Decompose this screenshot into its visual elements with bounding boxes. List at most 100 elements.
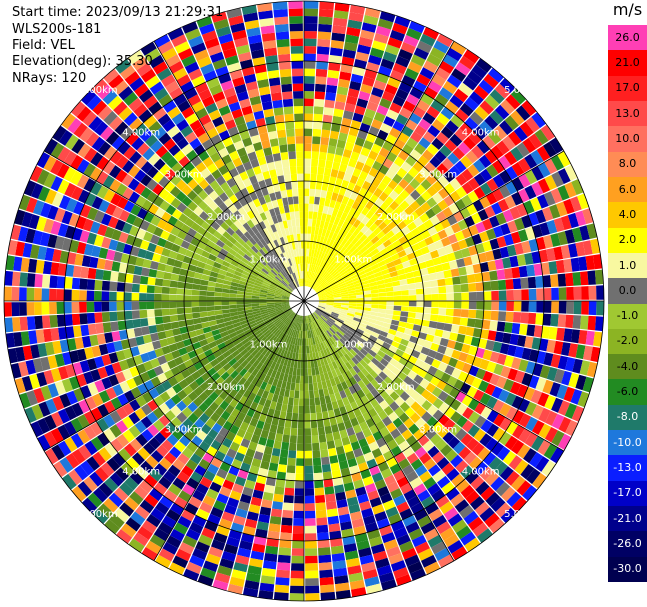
- velocity-gate: [65, 264, 75, 277]
- velocity-gate: [102, 322, 112, 333]
- velocity-gate: [588, 301, 597, 316]
- velocity-gate: [447, 375, 458, 387]
- velocity-gate: [310, 264, 314, 272]
- velocity-gate: [427, 365, 438, 376]
- velocity-gate: [570, 389, 583, 405]
- velocity-gate: [365, 240, 374, 249]
- velocity-gate: [70, 433, 84, 449]
- velocity-gate: [570, 196, 582, 212]
- velocity-gate: [141, 326, 150, 336]
- velocity-gate: [383, 354, 393, 363]
- velocity-gate: [570, 329, 580, 344]
- velocity-gate: [455, 460, 469, 474]
- velocity-gate: [231, 278, 240, 284]
- velocity-gate: [288, 442, 297, 451]
- velocity-gate: [430, 286, 439, 294]
- velocity-gate: [372, 504, 385, 515]
- velocity-gate: [348, 305, 357, 309]
- velocity-gate: [57, 263, 67, 276]
- velocity-gate: [373, 404, 384, 414]
- velocity-gate: [315, 351, 320, 360]
- velocity-gate: [543, 301, 552, 313]
- velocity-gate: [437, 345, 447, 355]
- velocity-gate: [358, 322, 367, 329]
- velocity-gate: [492, 427, 506, 442]
- velocity-gate: [250, 496, 262, 507]
- velocity-gate: [471, 442, 485, 456]
- velocity-gate: [564, 229, 576, 244]
- velocity-gate: [304, 473, 314, 481]
- velocity-gate: [317, 381, 323, 390]
- velocity-gate: [444, 365, 455, 376]
- velocity-gate: [518, 173, 531, 188]
- velocity-gate: [450, 454, 464, 468]
- velocity-gate: [116, 301, 125, 311]
- velocity-gate: [442, 383, 454, 395]
- velocity-gate: [431, 293, 439, 301]
- velocity-gate: [502, 332, 512, 344]
- velocity-gate: [323, 167, 332, 177]
- velocity-gate: [414, 417, 426, 429]
- colorbar-segment: [608, 480, 647, 507]
- velocity-gate: [370, 311, 379, 317]
- velocity-gate: [239, 493, 252, 504]
- velocity-gate: [163, 222, 174, 233]
- velocity-gate: [229, 285, 238, 291]
- velocity-gate: [266, 274, 274, 281]
- velocity-gate: [199, 23, 215, 35]
- velocity-gate: [543, 352, 554, 366]
- velocity-gate: [193, 317, 202, 325]
- velocity-gate: [272, 152, 282, 162]
- velocity-gate: [432, 180, 444, 192]
- velocity-gate: [463, 510, 479, 525]
- velocity-gate: [528, 133, 543, 149]
- velocity-gate: [329, 393, 337, 403]
- velocity-gate: [146, 178, 158, 191]
- velocity-gate: [291, 420, 298, 429]
- velocity-gate: [117, 272, 127, 283]
- velocity-gate: [319, 373, 326, 382]
- velocity-gate: [240, 359, 249, 368]
- velocity-gate: [273, 337, 280, 345]
- velocity-gate: [258, 590, 274, 600]
- velocity-gate: [251, 339, 260, 347]
- velocity-gate: [561, 342, 571, 356]
- velocity-gate: [406, 435, 418, 447]
- velocity-gate: [550, 274, 559, 287]
- velocity-gate: [285, 259, 291, 267]
- colorbar-segment: [608, 354, 647, 380]
- velocity-gate: [432, 514, 447, 528]
- velocity-gate: [257, 78, 270, 89]
- velocity-gate: [343, 443, 353, 453]
- velocity-gate: [378, 292, 387, 297]
- velocity-gate: [321, 213, 327, 222]
- velocity-gate: [514, 217, 525, 231]
- velocity-gate: [478, 338, 488, 349]
- velocity-gate: [397, 423, 408, 435]
- velocity-gate: [379, 234, 389, 244]
- velocity-gate: [335, 177, 343, 187]
- velocity-gate: [473, 159, 486, 173]
- velocity-gate: [509, 255, 519, 268]
- colorbar-tick-label: 10.0: [615, 131, 640, 145]
- velocity-gate: [183, 234, 194, 244]
- velocity-gate: [129, 491, 144, 505]
- velocity-gate: [177, 389, 188, 401]
- velocity-gate: [333, 376, 341, 385]
- velocity-gate: [270, 269, 278, 276]
- velocity-gate: [314, 196, 320, 205]
- velocity-gate: [194, 272, 203, 280]
- velocity-gate: [307, 218, 313, 227]
- velocity-gate: [399, 107, 412, 119]
- velocity-gate: [143, 231, 153, 242]
- velocity-gate: [254, 64, 267, 74]
- velocity-gate: [184, 289, 193, 296]
- velocity-gate: [325, 160, 333, 169]
- velocity-gate: [391, 340, 400, 349]
- velocity-gate: [288, 351, 294, 360]
- velocity-gate: [186, 270, 196, 278]
- velocity-gate: [468, 309, 477, 319]
- velocity-gate: [370, 235, 380, 245]
- velocity-gate: [338, 186, 347, 196]
- velocity-gate: [355, 309, 364, 314]
